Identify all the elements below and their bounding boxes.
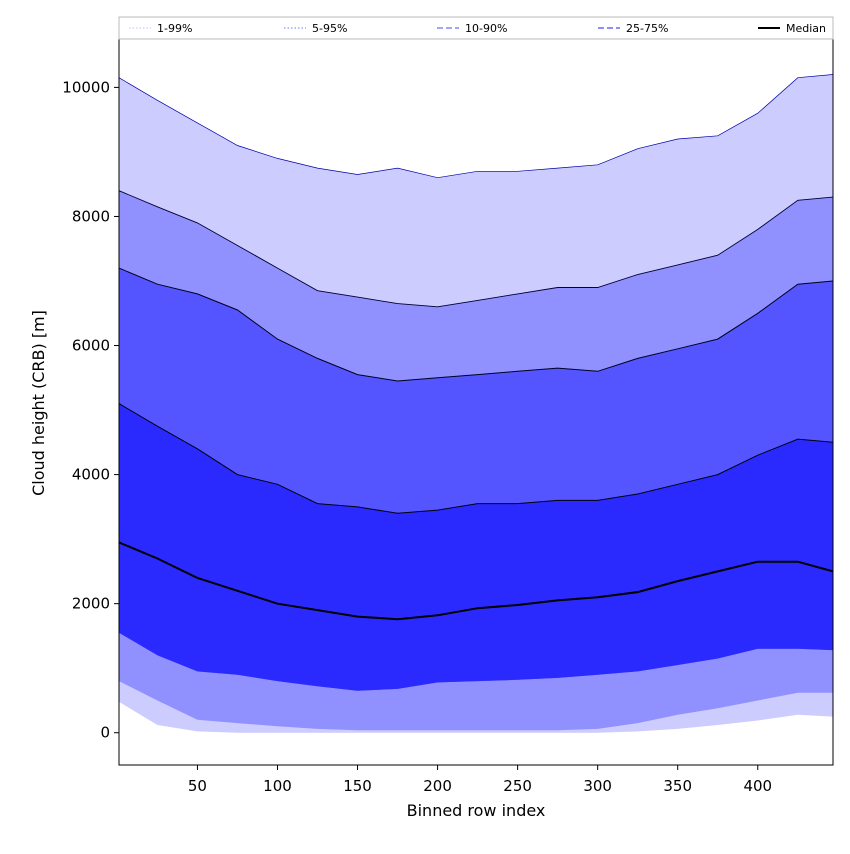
- legend-label: 5-95%: [312, 22, 347, 35]
- legend-label: 1-99%: [157, 22, 192, 35]
- x-tick-label: 50: [188, 777, 207, 795]
- x-tick-label: 250: [503, 777, 532, 795]
- quantile-99-line: [118, 74, 834, 179]
- x-tick-label: 300: [583, 777, 612, 795]
- y-axis: 0 2000 4000 6000 8000 10000: [62, 78, 119, 742]
- median-line: [118, 541, 834, 621]
- legend-frame: [118, 16, 834, 40]
- band-25-75: [119, 403, 833, 691]
- x-tick-label: 150: [343, 777, 372, 795]
- x-tick-label: 100: [263, 777, 292, 795]
- y-tick-label: 4000: [72, 466, 110, 484]
- legend-label: 10-90%: [465, 22, 507, 35]
- y-tick-label: 0: [100, 724, 110, 742]
- x-tick-label: 400: [743, 777, 772, 795]
- x-tick-label: 200: [423, 777, 452, 795]
- quantile-lines: [118, 74, 834, 621]
- legend-label: Median: [786, 22, 826, 35]
- y-tick-label: 2000: [72, 595, 110, 613]
- y-axis-label: Cloud height (CRB) [m]: [29, 310, 48, 496]
- y-tick-label: 8000: [72, 207, 110, 225]
- legend: 1-99% 5-95% 10-90% 25-75% Median: [118, 16, 834, 40]
- quantile-90-line: [118, 267, 834, 382]
- x-axis: 50 100 150 200 250 300 350 400: [188, 765, 772, 795]
- y-tick-label: 10000: [62, 78, 110, 96]
- y-tick-label: 6000: [72, 337, 110, 355]
- quantile-95-line: [118, 190, 834, 308]
- band-fills: [119, 74, 833, 733]
- legend-label: 25-75%: [626, 22, 668, 35]
- x-axis-label: Binned row index: [407, 801, 546, 820]
- quantile-75-line: [118, 403, 834, 514]
- x-tick-label: 350: [663, 777, 692, 795]
